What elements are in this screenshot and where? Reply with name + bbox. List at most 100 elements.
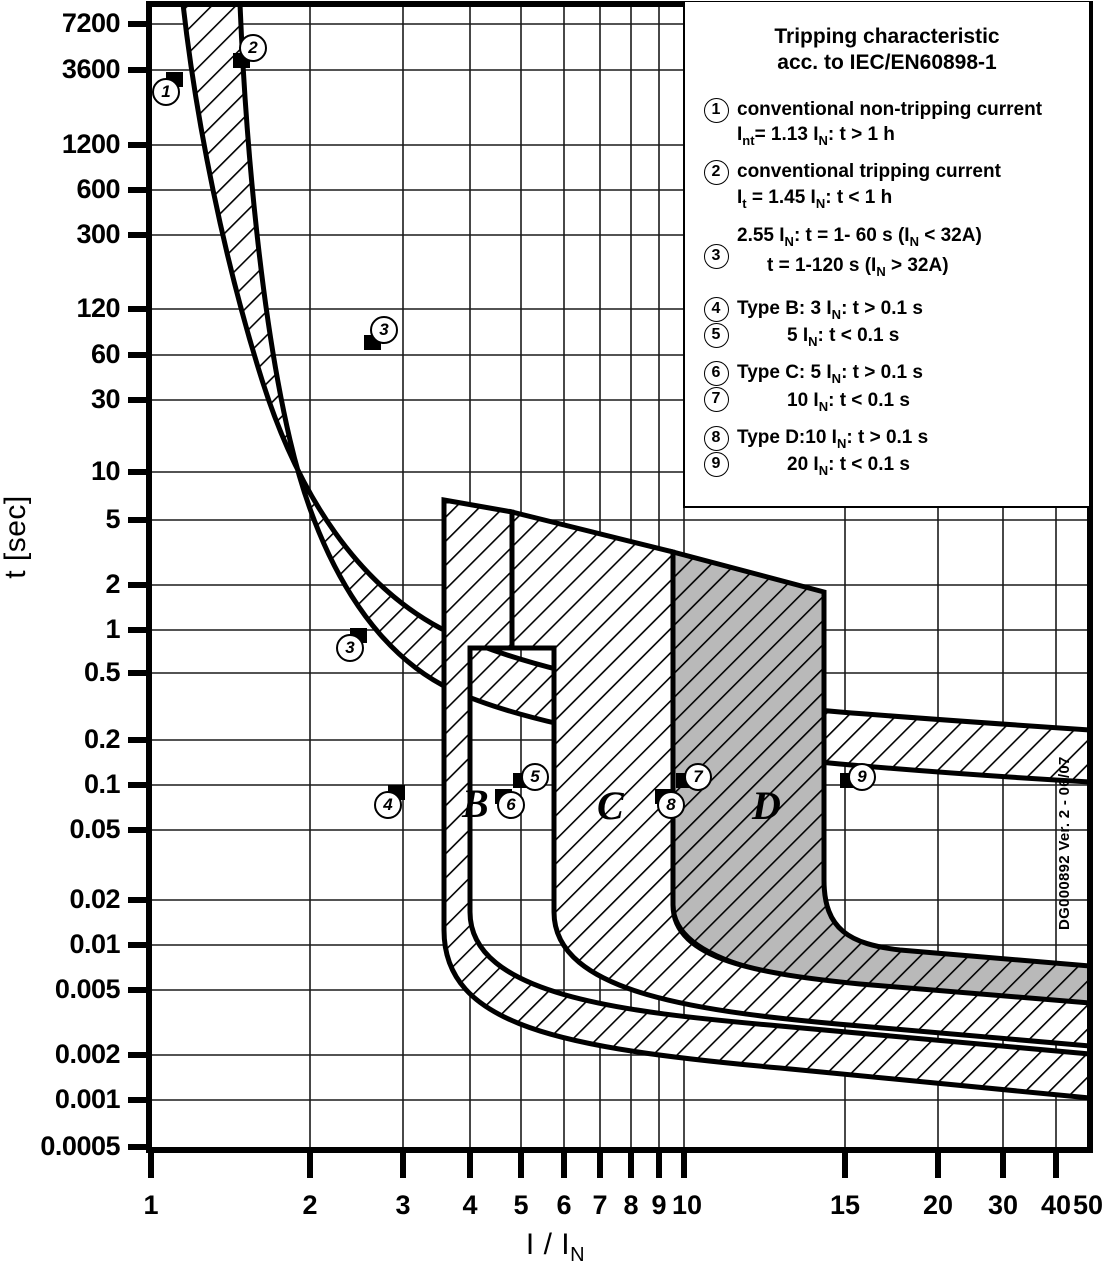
legend-sub: N — [831, 371, 842, 387]
y-tick-label: 0.0005 — [40, 1131, 120, 1161]
y-tick-label: 0.5 — [83, 657, 121, 687]
legend-item-numbers: 8 9 — [695, 425, 737, 478]
x-tick-label: 1 — [143, 1190, 159, 1220]
curve-marker-4: 4 — [374, 785, 405, 819]
legend-title-line2: acc. to IEC/EN60898-1 — [777, 51, 997, 75]
legend-val: 10 I — [787, 389, 819, 411]
legend-item-type-c: 6 7 Type C: 5 IN: t > 0.1 s 10 IN: t < 0… — [695, 360, 1079, 415]
document-code: DG000892 Ver. 2 - 06/07 — [1056, 756, 1073, 930]
curve-marker-2: 2 — [233, 34, 267, 68]
legend-sym: I — [737, 187, 743, 209]
legend-panel: Tripping characteristic acc. to IEC/EN60… — [683, 2, 1089, 508]
x-tick-label: 40 — [1040, 1190, 1072, 1220]
x-axis-title-main: I / I — [525, 1228, 571, 1261]
legend-sub: N — [818, 398, 829, 414]
legend-item-3: 3 2.55 IN: t = 1- 60 s (IN < 32A) t = 1-… — [695, 222, 1079, 281]
legend-cond: : t = 1- 60 s (I — [793, 225, 910, 247]
legend-circle-4: 4 — [703, 296, 729, 322]
legend-cond: : t < 1 h — [825, 187, 893, 209]
curve-marker-7: 7 — [676, 763, 712, 793]
legend-type-b-line2: 5 IN: t < 0.1 s — [737, 323, 1079, 350]
zone-label-b: B — [462, 781, 489, 826]
y-tick-label: 0.02 — [69, 884, 120, 914]
curve-marker-5: 5 — [513, 763, 549, 793]
y-axis-title: t [sec] — [0, 495, 32, 579]
y-tick-label: 30 — [90, 384, 121, 414]
legend-val: = 1.45 I — [746, 187, 816, 209]
curve-marker-6: 6 — [495, 789, 525, 819]
curve-marker-3-lower: 3 — [336, 628, 367, 662]
x-tick-label: 10 — [671, 1190, 703, 1220]
y-tick-label: 5 — [105, 504, 120, 534]
y-tick-label: 120 — [76, 293, 120, 323]
y-tick-label: 3600 — [61, 54, 121, 84]
legend-item-numbers: 4 5 — [695, 296, 737, 349]
x-tick-label: 2 — [302, 1190, 318, 1220]
legend-val: 20 I — [787, 454, 819, 476]
legend-item-text: conventional non-tripping current Int= 1… — [737, 97, 1079, 150]
legend-type-c-line2: 10 IN: t < 0.1 s — [737, 388, 1079, 415]
legend-sub: N — [836, 435, 847, 451]
marker-disc: 8 — [657, 791, 685, 819]
x-tick-label: 30 — [987, 1190, 1019, 1220]
y-ticks — [128, 21, 152, 1150]
marker-disc: 4 — [374, 791, 402, 819]
curve-marker-8: 8 — [655, 789, 685, 819]
legend-circle-6: 6 — [703, 361, 729, 387]
legend-cond: : t < 0.1 s — [817, 325, 900, 347]
x-tick-label: 8 — [623, 1190, 639, 1220]
legend-sub: t — [742, 195, 747, 211]
y-tick-label: 2 — [105, 569, 120, 599]
legend-item-text: conventional tripping current It = 1.45 … — [737, 159, 1079, 212]
marker-disc: 3 — [336, 634, 364, 662]
legend-circle-2: 2 — [703, 160, 729, 186]
legend-item-type-b: 4 5 Type B: 3 IN: t > 0.1 s 5 IN: t < 0.… — [695, 296, 1079, 351]
y-tick-label: 0.1 — [83, 769, 121, 799]
legend-sub: N — [818, 463, 829, 479]
legend-sub: N — [909, 234, 919, 250]
legend-sub: nt — [742, 132, 755, 148]
legend-cond: < 32A) — [918, 225, 982, 247]
legend-circle-3: 3 — [703, 244, 729, 270]
legend-circle-5: 5 — [703, 322, 729, 348]
legend-item-text: Type C: 5 IN: t > 0.1 s 10 IN: t < 0.1 s — [737, 360, 1079, 415]
legend-type-c-line1: Type C: 5 I — [737, 362, 832, 384]
x-axis-title-sub: N — [570, 1244, 586, 1266]
legend-item-2: 2 conventional tripping current It = 1.4… — [695, 159, 1079, 212]
legend-cond: : t > 1 h — [827, 124, 895, 146]
legend-item-text: Type D:10 IN: t > 0.1 s 20 IN: t < 0.1 s — [737, 425, 1079, 480]
zone-b-band — [441, 497, 1090, 1101]
legend-cond: t = 1-120 s (I — [767, 255, 877, 277]
legend-sym: I — [737, 124, 743, 146]
x-tick-label: 6 — [556, 1190, 572, 1220]
legend-circle-8: 8 — [703, 426, 729, 452]
legend-val: 2.55 I — [737, 225, 785, 247]
y-tick-label: 0.005 — [54, 974, 121, 1004]
legend-item-numbers: 1 — [695, 97, 737, 124]
legend-line-1: conventional non-tripping current — [737, 98, 1043, 120]
legend-item-numbers: 6 7 — [695, 360, 737, 413]
legend-cond: : t > 0.1 s — [841, 362, 923, 384]
legend-title: Tripping characteristic acc. to IEC/EN60… — [695, 24, 1079, 77]
x-tick-label: 4 — [462, 1190, 478, 1220]
legend-title-line1: Tripping characteristic — [774, 25, 1000, 48]
y-tick-label: 10 — [90, 456, 121, 486]
x-axis-title: I / IN — [0, 1228, 1111, 1267]
marker-disc: 6 — [497, 791, 525, 819]
legend-sub: N — [815, 195, 826, 211]
marker-disc: 1 — [152, 78, 180, 106]
marker-disc: 2 — [239, 34, 267, 62]
y-tick-label: 0.002 — [54, 1039, 121, 1069]
legend-sub: N — [831, 306, 842, 322]
x-tick-label: 20 — [922, 1190, 954, 1220]
legend-cond: > 32A) — [885, 255, 949, 277]
legend-item-text: 2.55 IN: t = 1- 60 s (IN < 32A) t = 1-12… — [737, 222, 1079, 281]
plot-frame — [146, 1, 1093, 1153]
x-tick-label: 5 — [513, 1190, 529, 1220]
legend-type-d-line2: 20 IN: t < 0.1 s — [737, 452, 1079, 479]
x-tick-label: 7 — [592, 1190, 608, 1220]
legend-circle-1: 1 — [703, 97, 729, 123]
legend-item-text: Type B: 3 IN: t > 0.1 s 5 IN: t < 0.1 s — [737, 296, 1079, 351]
legend-type-d-line1: Type D:10 I — [737, 427, 837, 449]
